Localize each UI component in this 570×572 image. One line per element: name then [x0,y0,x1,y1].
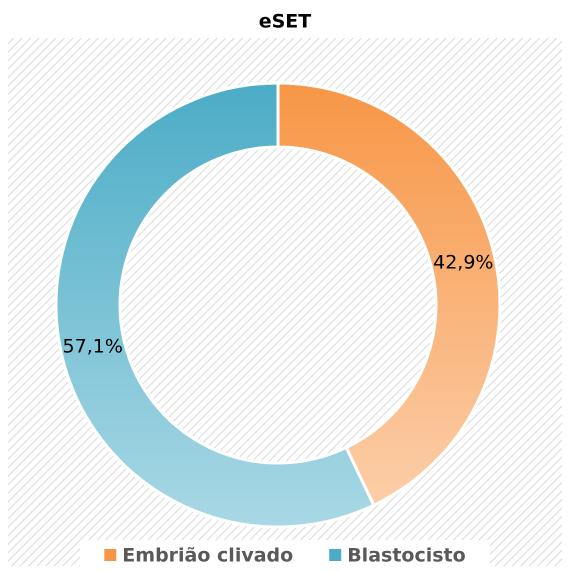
legend-swatch [104,549,117,561]
legend-swatch [329,549,342,561]
legend-background [80,540,490,570]
donut-segment [54,81,376,529]
legend-label: Embrião clivado [122,545,293,567]
data-label: 57,1% [63,336,123,358]
legend-label: Blastocisto [347,545,465,567]
donut-segment [276,81,502,508]
chart-title: eSET [259,11,312,33]
data-label: 42,9% [433,251,493,273]
